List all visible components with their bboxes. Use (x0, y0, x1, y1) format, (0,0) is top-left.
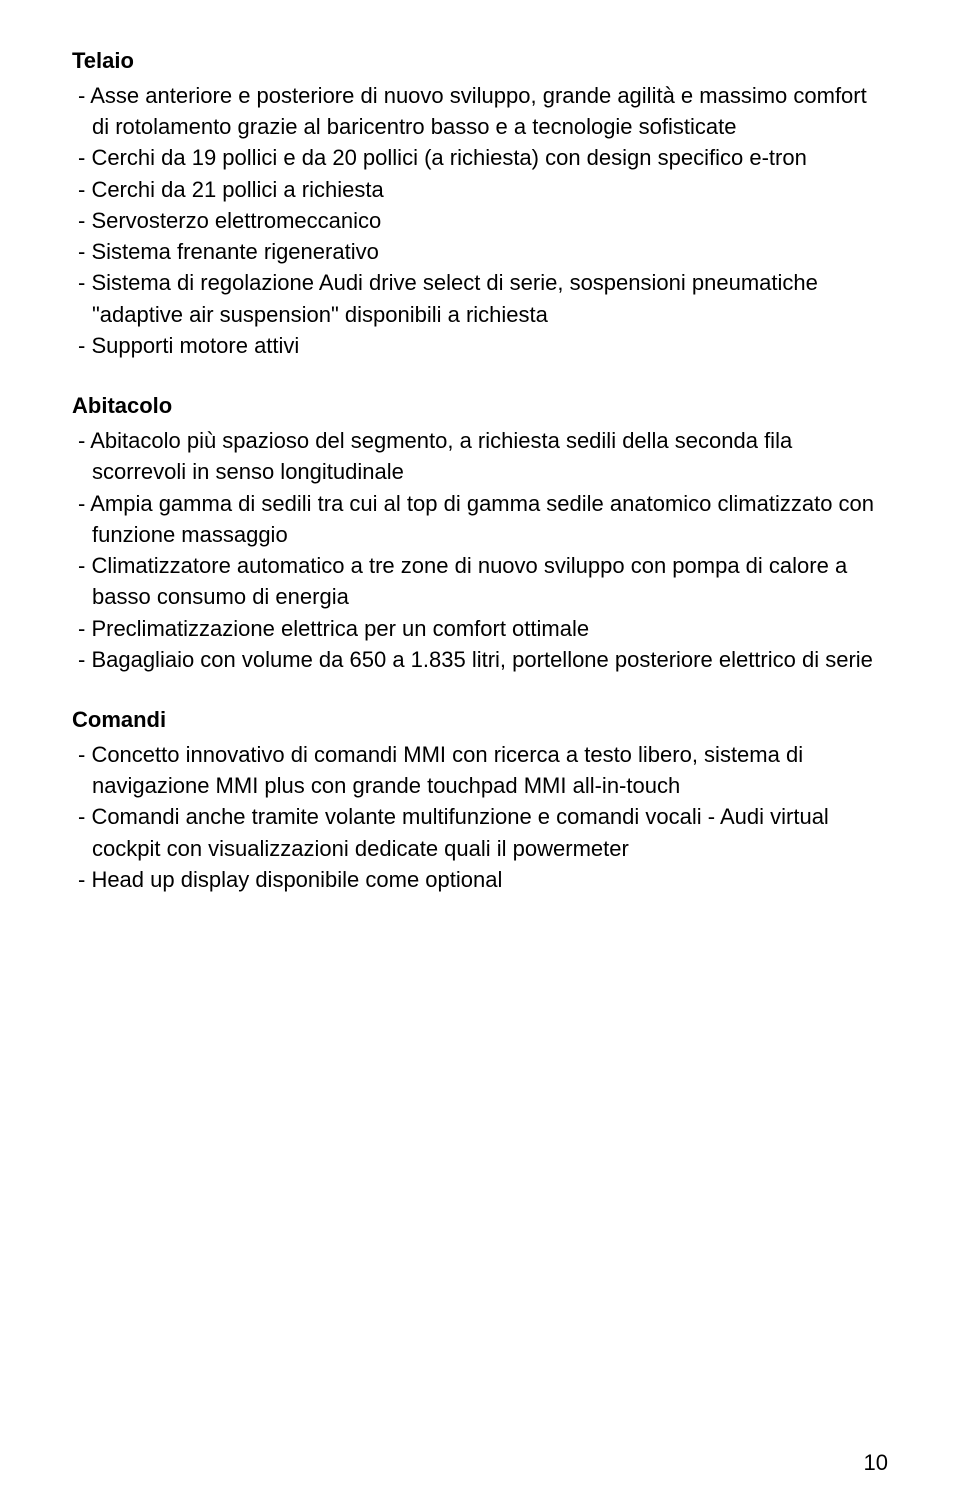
section-abitacolo: Abitacolo - Abitacolo più spazioso del s… (72, 393, 888, 675)
section-title: Abitacolo (72, 393, 888, 419)
list-item: - Sistema frenante rigenerativo (72, 236, 888, 267)
list-item: - Cerchi da 19 pollici e da 20 pollici (… (72, 142, 888, 173)
page-number: 10 (864, 1450, 888, 1476)
list-item: - Sistema di regolazione Audi drive sele… (72, 267, 888, 329)
section-title: Telaio (72, 48, 888, 74)
list-item: - Abitacolo più spazioso del segmento, a… (72, 425, 888, 487)
list-item: - Preclimatizzazione elettrica per un co… (72, 613, 888, 644)
list-item: - Comandi anche tramite volante multifun… (72, 801, 888, 863)
list-item: - Climatizzatore automatico a tre zone d… (72, 550, 888, 612)
list-item: - Servosterzo elettromeccanico (72, 205, 888, 236)
section-comandi: Comandi - Concetto innovativo di comandi… (72, 707, 888, 895)
list-item: - Bagagliaio con volume da 650 a 1.835 l… (72, 644, 888, 675)
section-title: Comandi (72, 707, 888, 733)
bullet-list: - Asse anteriore e posteriore di nuovo s… (72, 80, 888, 361)
list-item: - Concetto innovativo di comandi MMI con… (72, 739, 888, 801)
bullet-list: - Concetto innovativo di comandi MMI con… (72, 739, 888, 895)
section-telaio: Telaio - Asse anteriore e posteriore di … (72, 48, 888, 361)
list-item: - Asse anteriore e posteriore di nuovo s… (72, 80, 888, 142)
list-item: - Ampia gamma di sedili tra cui al top d… (72, 488, 888, 550)
list-item: - Cerchi da 21 pollici a richiesta (72, 174, 888, 205)
bullet-list: - Abitacolo più spazioso del segmento, a… (72, 425, 888, 675)
list-item: - Head up display disponibile come optio… (72, 864, 888, 895)
list-item: - Supporti motore attivi (72, 330, 888, 361)
